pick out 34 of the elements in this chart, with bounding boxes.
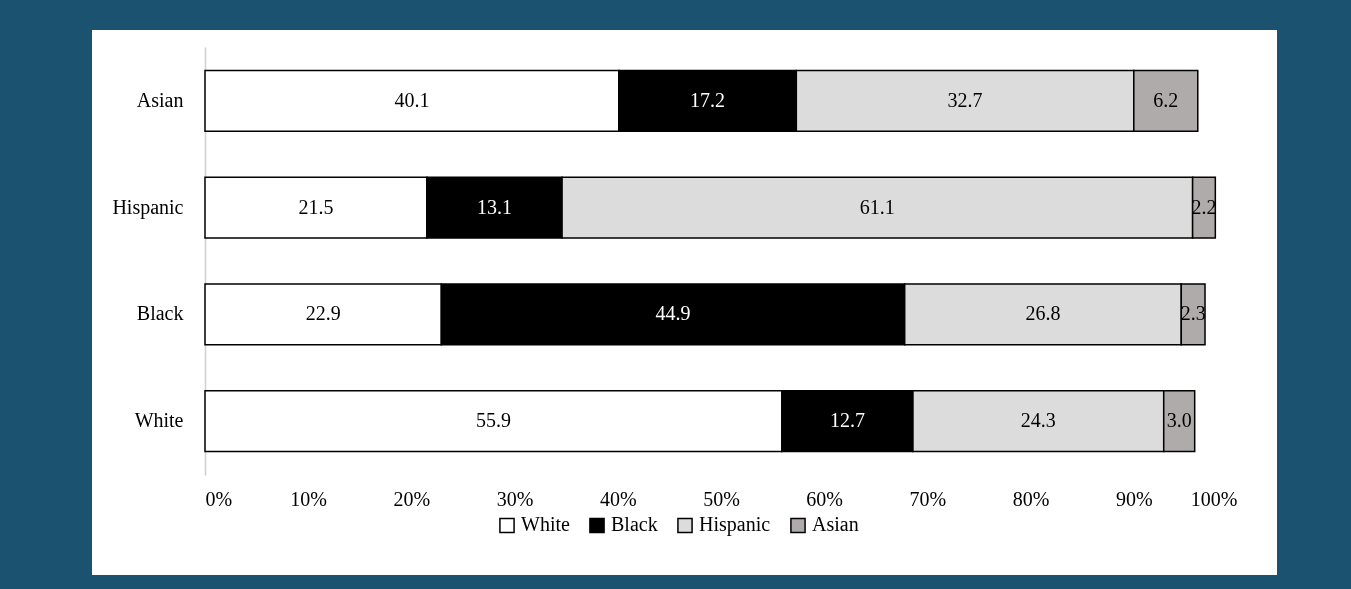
data-label: 61.1 <box>859 195 895 218</box>
x-tick-label: 30% <box>496 487 534 510</box>
x-tick-label: 60% <box>806 487 844 510</box>
data-label: 21.5 <box>298 195 334 218</box>
x-tick-label: 80% <box>1012 487 1050 510</box>
x-tick-label: 100% <box>1190 487 1238 510</box>
data-label: 44.9 <box>655 302 691 325</box>
x-tick-label: 0% <box>205 487 233 510</box>
y-tick-label: White <box>134 409 184 432</box>
legend-label: Hispanic <box>699 513 771 537</box>
data-label: 17.2 <box>690 88 726 111</box>
x-tick-label: 40% <box>599 487 637 510</box>
x-tick-label: 50% <box>703 487 740 510</box>
x-tick-label: 10% <box>290 487 328 510</box>
legend-label: White <box>521 513 570 536</box>
data-label: 26.8 <box>1025 302 1061 325</box>
data-label: 40.1 <box>394 88 430 111</box>
data-label: 13.1 <box>476 195 512 218</box>
data-label: 24.3 <box>1020 409 1056 432</box>
data-label: 12.7 <box>829 409 865 432</box>
x-tick-label: 70% <box>909 487 947 510</box>
data-label: 32.7 <box>947 88 983 111</box>
y-tick-label: Black <box>136 302 184 325</box>
x-tick-label: 90% <box>1115 487 1153 510</box>
legend-label: Asian <box>812 513 859 536</box>
data-label: 55.9 <box>475 409 511 432</box>
y-tick-label: Hispanic <box>112 195 184 219</box>
x-tick-label: 20% <box>393 487 431 510</box>
data-label: 6.2 <box>1153 88 1179 111</box>
data-label: 22.9 <box>305 302 341 325</box>
data-label: 2.2 <box>1191 195 1217 218</box>
legend-label: Black <box>611 513 658 536</box>
y-tick-label: Asian <box>136 88 184 111</box>
data-label: 3.0 <box>1166 409 1192 432</box>
